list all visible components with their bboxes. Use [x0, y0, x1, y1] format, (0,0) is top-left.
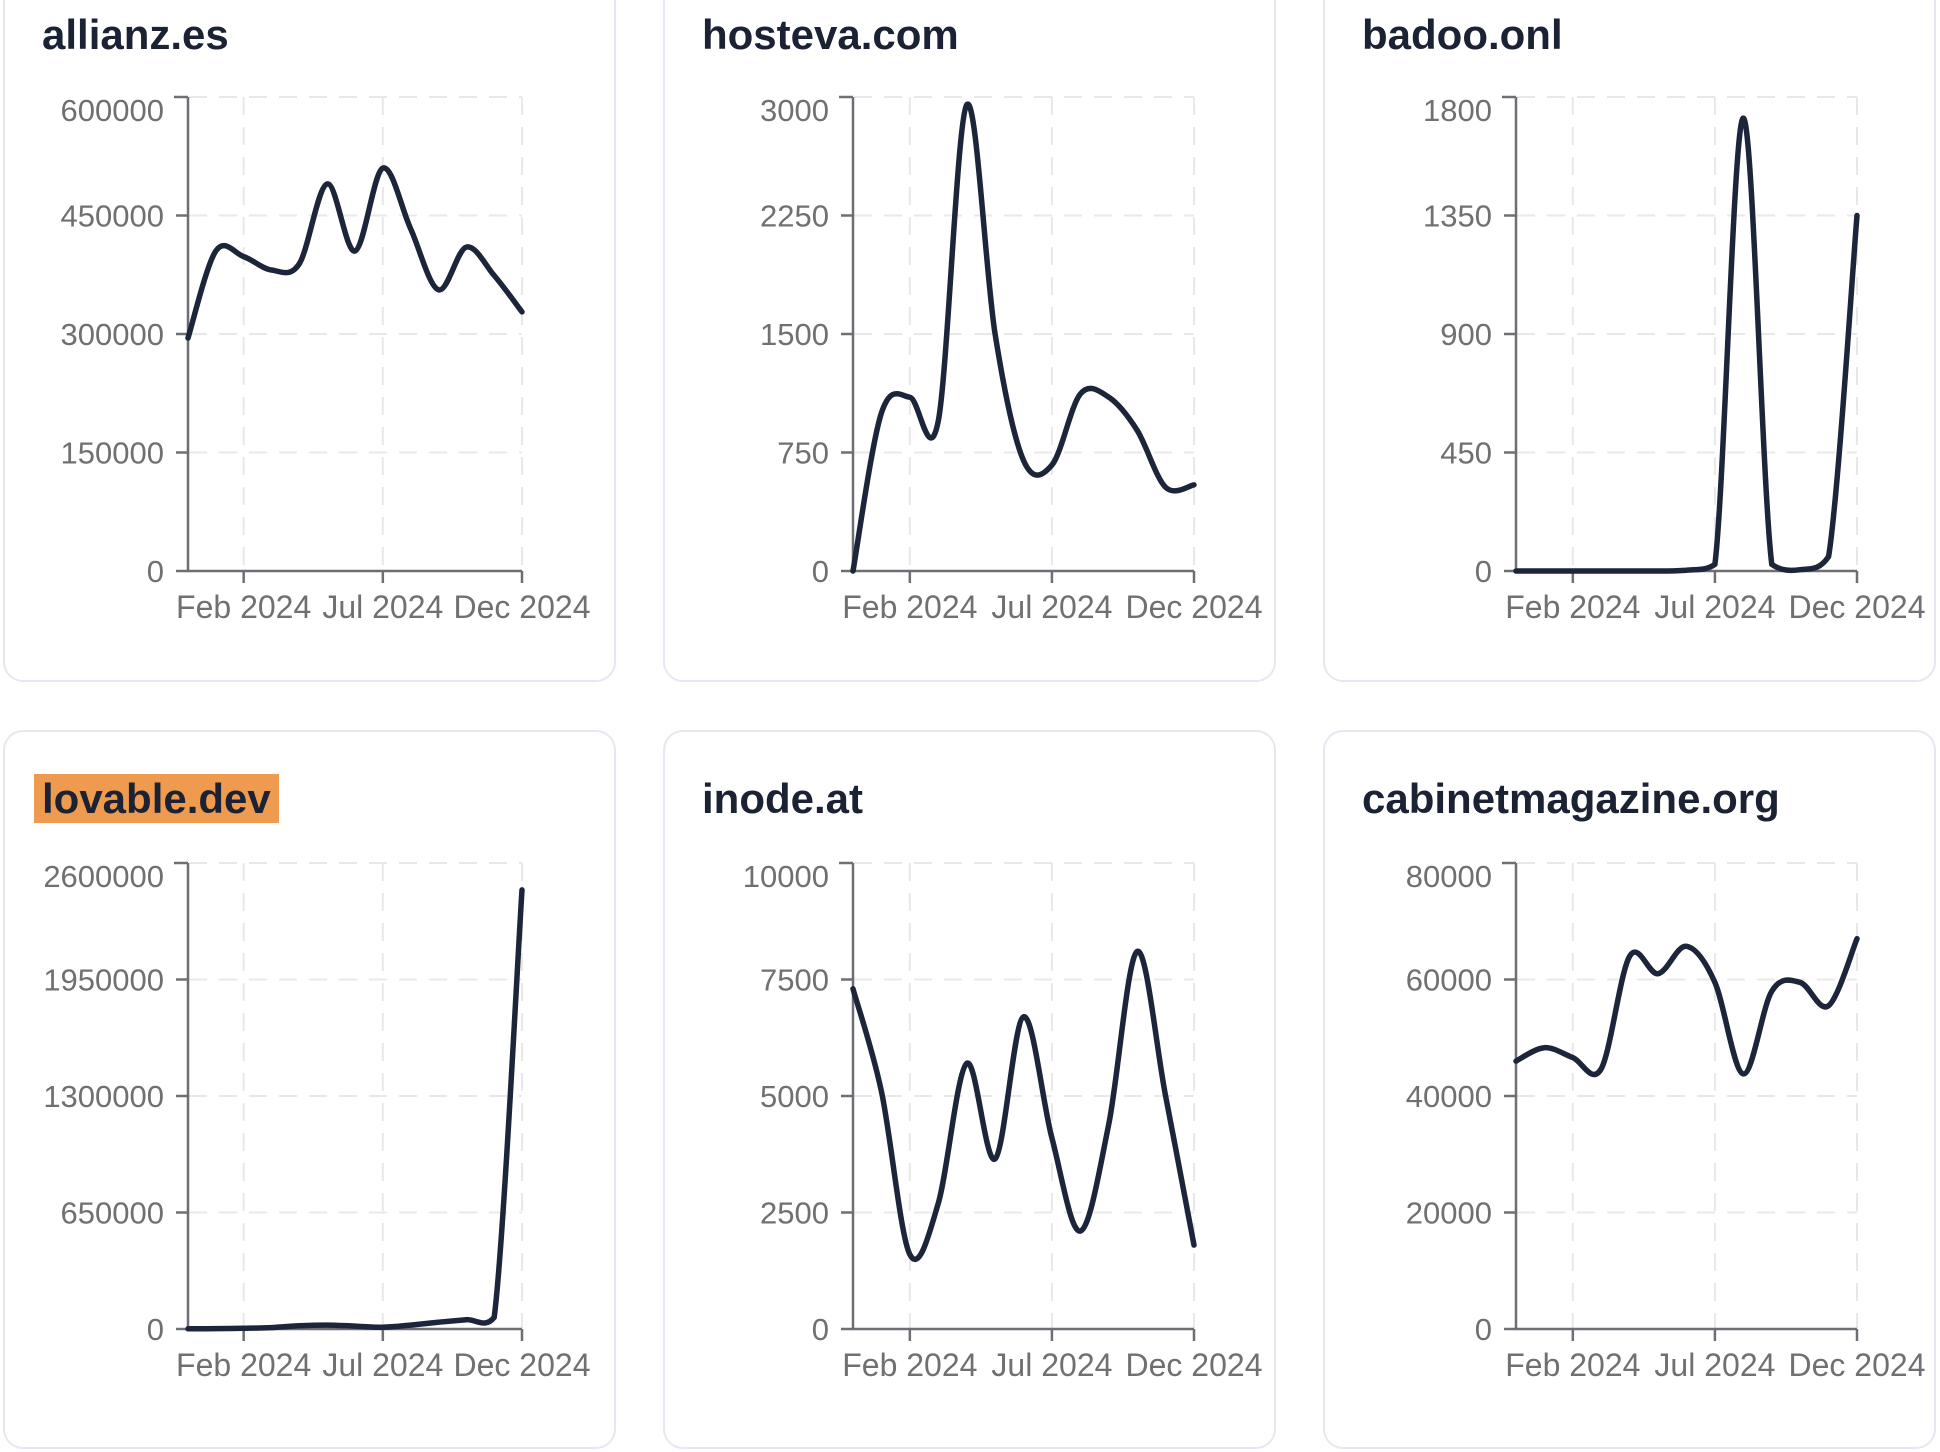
- svg-text:0: 0: [147, 1312, 164, 1347]
- domain-title: inode.at: [702, 773, 863, 825]
- domain-card-inode-at: inode.at 0 2500 5000 7500 10000 Feb 2024 Jul 2…: [663, 730, 1276, 1449]
- svg-text:1800: 1800: [1423, 93, 1492, 128]
- svg-text:2250: 2250: [760, 199, 829, 234]
- svg-text:40000: 40000: [1406, 1079, 1492, 1114]
- svg-text:Dec 2024: Dec 2024: [1126, 1347, 1263, 1383]
- svg-text:20000: 20000: [1406, 1196, 1492, 1231]
- traffic-line-chart: 0 450 900 1350 1800 Feb 2024 Jul 2024 Dec 2024: [1423, 93, 1926, 625]
- traffic-line-chart: 0 20000 40000 60000 80000 Feb 2024 Jul 2024 Dec…: [1406, 859, 1926, 1383]
- traffic-line-chart: 0 650000 1300000 1950000 2600000 Feb 2024 Jul …: [43, 859, 591, 1383]
- domain-title-text: inode.at: [702, 775, 864, 822]
- domain-title: lovable.dev: [34, 773, 279, 825]
- svg-text:1500: 1500: [760, 317, 829, 352]
- svg-text:Jul 2024: Jul 2024: [1654, 1347, 1775, 1383]
- svg-text:Jul 2024: Jul 2024: [991, 589, 1112, 625]
- svg-text:0: 0: [1475, 554, 1492, 589]
- svg-text:60000: 60000: [1406, 963, 1492, 998]
- svg-text:Feb 2024: Feb 2024: [176, 589, 311, 625]
- domain-title: badoo.onl: [1362, 9, 1563, 61]
- domain-card-lovable-dev: lovable.dev 0 650000 1300000 1950000 2600000…: [3, 730, 616, 1449]
- domain-title-text-highlighted: lovable.dev: [34, 774, 279, 823]
- svg-text:Feb 2024: Feb 2024: [842, 1347, 977, 1383]
- svg-text:Jul 2024: Jul 2024: [322, 1347, 443, 1383]
- domain-title-text: allianz.es: [42, 11, 229, 58]
- svg-text:600000: 600000: [61, 93, 164, 128]
- domain-title: allianz.es: [42, 9, 229, 61]
- domain-card-badoo-onl: badoo.onl 0 450 900 1350 1800 Feb 2024 Jul 202…: [1323, 0, 1936, 682]
- traffic-line-chart: 0 2500 5000 7500 10000 Feb 2024 Jul 2024 Dec 20…: [743, 859, 1263, 1383]
- svg-text:0: 0: [147, 554, 164, 589]
- domain-title: hosteva.com: [702, 9, 959, 61]
- svg-text:Dec 2024: Dec 2024: [454, 589, 591, 625]
- domain-title-text: cabinetmagazine.org: [1362, 775, 1780, 822]
- svg-text:Jul 2024: Jul 2024: [1654, 589, 1775, 625]
- domain-title-text: hosteva.com: [702, 11, 959, 58]
- traffic-line-chart: 0 150000 300000 450000 600000 Feb 2024 Jul 202…: [61, 93, 591, 625]
- svg-text:2500: 2500: [760, 1196, 829, 1231]
- svg-text:300000: 300000: [61, 317, 164, 352]
- svg-text:Dec 2024: Dec 2024: [1789, 589, 1926, 625]
- domain-card-allianz-es: allianz.es 0 150000 300000 450000 600000 Feb …: [3, 0, 616, 682]
- svg-text:2600000: 2600000: [43, 859, 164, 894]
- svg-text:650000: 650000: [61, 1196, 164, 1231]
- svg-text:Jul 2024: Jul 2024: [322, 589, 443, 625]
- svg-text:10000: 10000: [743, 859, 829, 894]
- svg-text:1350: 1350: [1423, 199, 1492, 234]
- svg-text:450: 450: [1440, 436, 1492, 471]
- svg-text:7500: 7500: [760, 963, 829, 998]
- svg-text:Feb 2024: Feb 2024: [842, 589, 977, 625]
- svg-text:450000: 450000: [61, 199, 164, 234]
- svg-text:Jul 2024: Jul 2024: [991, 1347, 1112, 1383]
- svg-text:80000: 80000: [1406, 859, 1492, 894]
- traffic-line-chart: 0 750 1500 2250 3000 Feb 2024 Jul 2024 Dec 2024: [760, 93, 1263, 625]
- svg-text:1300000: 1300000: [43, 1079, 164, 1114]
- svg-text:0: 0: [812, 554, 829, 589]
- svg-text:900: 900: [1440, 317, 1492, 352]
- svg-text:Dec 2024: Dec 2024: [1789, 1347, 1926, 1383]
- svg-text:750: 750: [777, 436, 829, 471]
- domain-card-hosteva-com: hosteva.com 0 750 1500 2250 3000 Feb 2024 Jul …: [663, 0, 1276, 682]
- domain-title: cabinetmagazine.org: [1362, 773, 1780, 825]
- svg-text:Dec 2024: Dec 2024: [454, 1347, 591, 1383]
- svg-text:0: 0: [812, 1312, 829, 1347]
- svg-text:Dec 2024: Dec 2024: [1126, 589, 1263, 625]
- svg-text:1950000: 1950000: [43, 963, 164, 998]
- svg-text:Feb 2024: Feb 2024: [1505, 589, 1640, 625]
- svg-text:150000: 150000: [61, 436, 164, 471]
- domain-title-text: badoo.onl: [1362, 11, 1563, 58]
- svg-text:Feb 2024: Feb 2024: [1505, 1347, 1640, 1383]
- domain-card-cabinetmagazine-org: cabinetmagazine.org 0 20000 40000 60000 8000…: [1323, 730, 1936, 1449]
- svg-text:5000: 5000: [760, 1079, 829, 1114]
- svg-text:3000: 3000: [760, 93, 829, 128]
- svg-text:0: 0: [1475, 1312, 1492, 1347]
- svg-text:Feb 2024: Feb 2024: [176, 1347, 311, 1383]
